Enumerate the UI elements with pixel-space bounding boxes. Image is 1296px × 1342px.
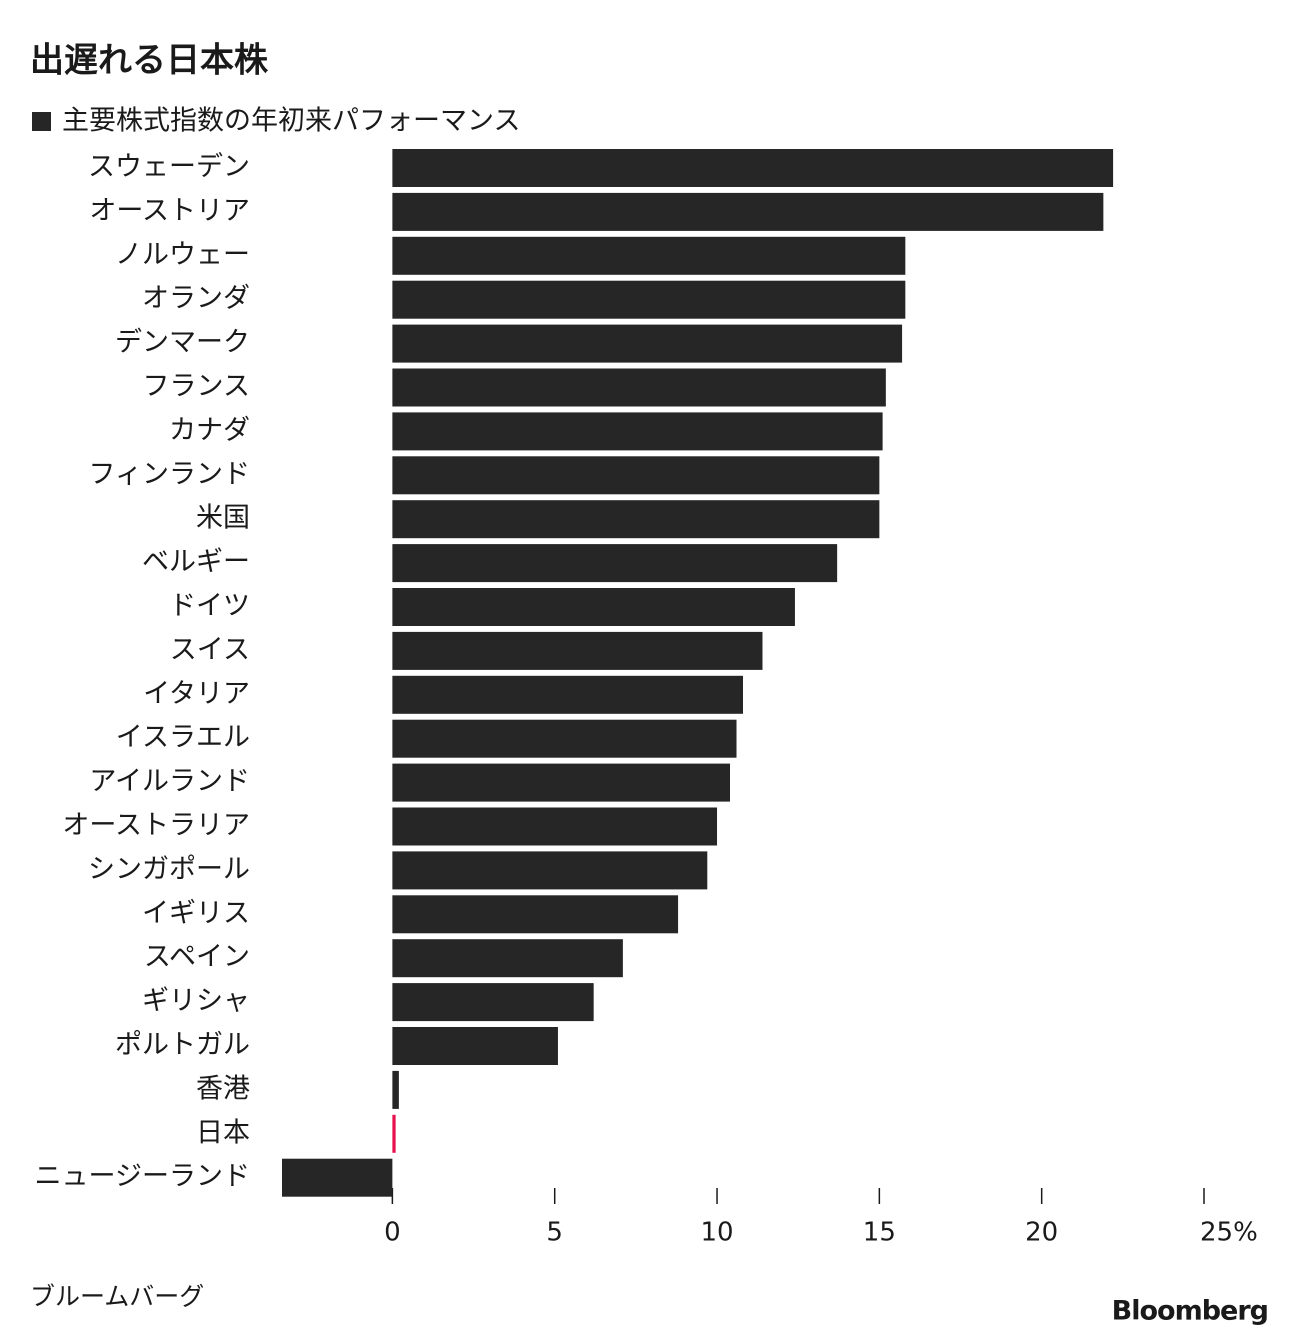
y-tick-label: スウェーデン bbox=[88, 152, 250, 183]
bar bbox=[282, 1158, 393, 1197]
bar bbox=[392, 149, 1114, 187]
bar bbox=[392, 544, 838, 583]
bar bbox=[392, 588, 795, 626]
x-tick-label: 0 bbox=[384, 1218, 401, 1248]
bar bbox=[392, 1114, 396, 1153]
y-tick-label: ポルトガル bbox=[115, 1030, 250, 1061]
bar bbox=[392, 368, 886, 407]
bar bbox=[392, 192, 1104, 231]
bar bbox=[392, 939, 623, 978]
bar bbox=[392, 280, 906, 319]
y-tick-label: フィンランド bbox=[89, 459, 250, 490]
bar bbox=[392, 500, 880, 539]
y-tick-label: 米国 bbox=[196, 503, 250, 534]
x-tick-label: 20 bbox=[1025, 1218, 1058, 1248]
y-tick-label: フランス bbox=[143, 371, 250, 402]
bar bbox=[392, 763, 731, 802]
logo: Bloomberg bbox=[1112, 1296, 1268, 1327]
x-tick-label: 10 bbox=[700, 1218, 733, 1248]
bar bbox=[392, 895, 679, 934]
y-tick-label: シンガポール bbox=[88, 854, 250, 885]
bar bbox=[392, 1070, 399, 1109]
y-tick-label: 香港 bbox=[196, 1073, 250, 1104]
y-tick-label: オーストリア bbox=[89, 195, 250, 226]
bar bbox=[392, 719, 737, 758]
x-tick-label: 15 bbox=[863, 1218, 896, 1248]
bar bbox=[392, 324, 903, 363]
y-tick-label: スイス bbox=[170, 634, 250, 665]
y-tick-label: スペイン bbox=[144, 942, 250, 973]
bar bbox=[392, 675, 743, 714]
legend-swatch bbox=[32, 112, 51, 131]
bar bbox=[392, 456, 880, 495]
bar bbox=[392, 807, 718, 846]
bar bbox=[392, 236, 906, 275]
y-tick-label: 日本 bbox=[196, 1117, 250, 1148]
chart-title: 出遅れる日本株 bbox=[30, 41, 269, 81]
x-tick-label: 5 bbox=[546, 1218, 563, 1248]
y-tick-label: オーストラリア bbox=[62, 810, 250, 841]
y-tick-label: ドイツ bbox=[169, 591, 250, 622]
y-tick-label: ベルギー bbox=[142, 547, 250, 578]
y-tick-label: イタリア bbox=[143, 678, 250, 709]
legend-label: 主要株式指数の年初来パフォーマンス bbox=[62, 106, 520, 137]
y-tick-label: アイルランド bbox=[89, 766, 250, 797]
y-tick-label: ノルウェー bbox=[115, 239, 250, 270]
y-tick-label: ニュージーランド bbox=[35, 1161, 250, 1192]
bar bbox=[392, 1027, 558, 1065]
y-tick-label: オランダ bbox=[142, 283, 250, 314]
y-tick-label: カナダ bbox=[169, 415, 250, 446]
y-tick-label: イスラエル bbox=[116, 722, 250, 753]
y-tick-label: イギリス bbox=[142, 898, 250, 929]
y-tick-label: ギリシャ bbox=[142, 986, 250, 1017]
bar bbox=[392, 983, 594, 1022]
x-tick-label: 25% bbox=[1200, 1218, 1258, 1248]
bar bbox=[392, 851, 708, 890]
bar bbox=[392, 412, 883, 451]
y-tick-label: デンマーク bbox=[115, 327, 250, 358]
source: ブルームバーグ bbox=[30, 1282, 204, 1311]
bar bbox=[392, 631, 763, 670]
